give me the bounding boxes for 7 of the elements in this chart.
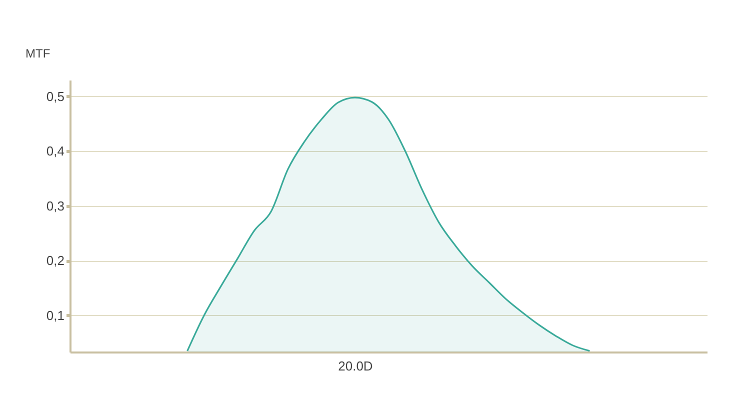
y-axis-title: MTF bbox=[26, 46, 50, 60]
y-tick-label: 0,4 bbox=[46, 144, 64, 159]
y-tick-label: 0,3 bbox=[46, 198, 64, 214]
y-tick-label: 0,1 bbox=[46, 308, 64, 323]
x-tick-label: 20.0D bbox=[338, 358, 373, 374]
y-tick-label: 0,2 bbox=[46, 253, 64, 268]
y-tick-label: 0,5 bbox=[46, 88, 64, 104]
